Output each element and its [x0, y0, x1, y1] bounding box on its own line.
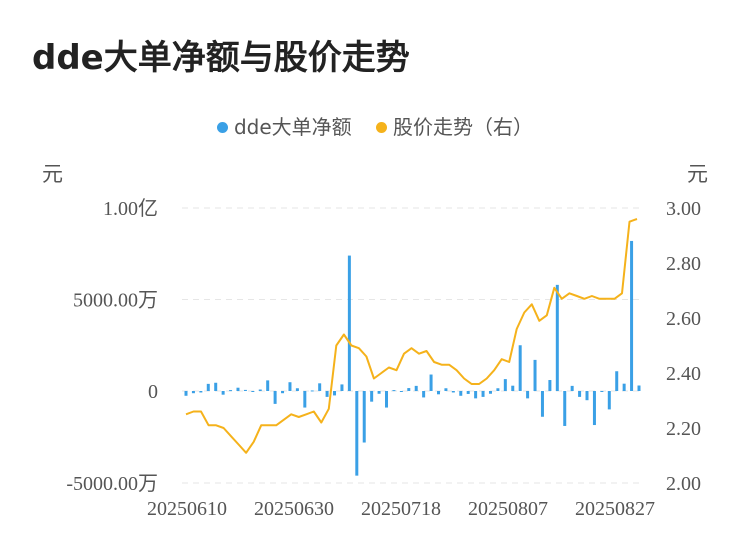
right-axis-ticks: 3.00 2.80 2.60 2.40 2.20 2.00	[666, 198, 701, 495]
bar	[488, 391, 492, 394]
bar	[578, 391, 582, 397]
x-tick-label: 20250718	[361, 498, 441, 520]
bar	[273, 391, 277, 404]
right-tick-label: 2.20	[666, 418, 701, 440]
bar	[206, 383, 210, 391]
bar	[243, 389, 247, 391]
bar	[459, 391, 463, 396]
bar	[570, 385, 574, 391]
legend-label-price: 股价走势（右）	[393, 115, 534, 139]
bar	[615, 371, 619, 391]
left-tick-label: 0	[148, 381, 158, 403]
bar	[585, 391, 589, 401]
bar	[295, 388, 299, 391]
bar	[548, 380, 552, 391]
bar	[526, 391, 530, 399]
bar	[221, 391, 225, 395]
chart-title: dde大单净额与股价走势	[32, 38, 410, 78]
bar	[496, 388, 500, 391]
bar	[258, 389, 262, 391]
right-tick-label: 3.00	[666, 198, 701, 220]
bar	[214, 382, 218, 391]
line-series-price	[185, 218, 638, 454]
legend-item-price[interactable]: 股价走势（右）	[376, 111, 533, 140]
bar	[288, 382, 292, 391]
legend-dot-icon	[216, 122, 228, 133]
bar	[518, 345, 522, 391]
left-tick-label: 5000.00万	[73, 290, 158, 312]
bar	[184, 391, 188, 396]
bar	[229, 390, 233, 392]
bar	[377, 391, 381, 394]
legend: dde大单净额 股价走势（右）	[0, 111, 750, 140]
bar	[370, 391, 374, 402]
legend-dot-icon	[376, 122, 388, 133]
left-tick-label: 1.00亿	[103, 197, 158, 220]
x-tick-label: 20250827	[575, 498, 655, 520]
price-line	[185, 218, 638, 454]
bar	[236, 387, 240, 391]
bar	[436, 391, 440, 395]
legend-item-dde[interactable]: dde大单净额	[216, 111, 352, 140]
bar	[355, 391, 359, 476]
bar	[429, 374, 433, 391]
x-tick-label: 20250630	[254, 498, 334, 520]
bar	[392, 390, 396, 392]
bar	[310, 390, 314, 392]
bar	[362, 391, 366, 443]
bar	[385, 391, 389, 408]
right-tick-label: 2.60	[666, 308, 701, 330]
bar	[481, 391, 485, 397]
bar	[333, 391, 337, 396]
bar	[325, 391, 329, 397]
legend-label-dde: dde大单净额	[233, 115, 352, 139]
bar	[347, 255, 351, 391]
x-axis-ticks: 20250610 20250630 20250718 20250807 20250827	[147, 498, 655, 520]
bar	[251, 391, 255, 392]
bar	[399, 391, 403, 392]
bar	[303, 391, 307, 408]
bar	[266, 380, 270, 391]
bar	[191, 391, 195, 394]
bar	[199, 391, 203, 393]
bar	[474, 391, 478, 399]
bar	[592, 391, 596, 426]
bar	[630, 240, 634, 391]
x-tick-label: 20250807	[468, 498, 548, 520]
bar	[503, 379, 507, 391]
bar	[622, 383, 626, 391]
bar	[466, 391, 470, 394]
grid-lines	[182, 207, 642, 484]
left-axis-ticks: 1.00亿 5000.00万 0 -5000.00万	[66, 197, 158, 495]
bar	[444, 388, 448, 391]
left-tick-label: -5000.00万	[66, 473, 158, 495]
bar	[533, 359, 537, 391]
right-tick-label: 2.40	[666, 363, 701, 385]
bar	[318, 383, 322, 391]
bar	[563, 391, 567, 426]
bar	[511, 385, 515, 391]
bar	[637, 385, 641, 391]
right-tick-label: 2.80	[666, 253, 701, 275]
bar	[540, 391, 544, 417]
bar	[607, 391, 611, 410]
bar-series-dde	[184, 240, 641, 476]
bar	[422, 391, 426, 398]
right-axis-unit: 元	[687, 162, 708, 186]
bar	[555, 284, 559, 391]
bar	[340, 384, 344, 391]
right-tick-label: 2.00	[666, 473, 701, 495]
bar	[600, 391, 604, 392]
bar	[281, 391, 285, 394]
x-tick-label: 20250610	[147, 498, 227, 520]
bar	[451, 391, 455, 393]
left-axis-unit: 元	[42, 162, 63, 186]
bar	[407, 388, 411, 391]
bar	[414, 385, 418, 391]
